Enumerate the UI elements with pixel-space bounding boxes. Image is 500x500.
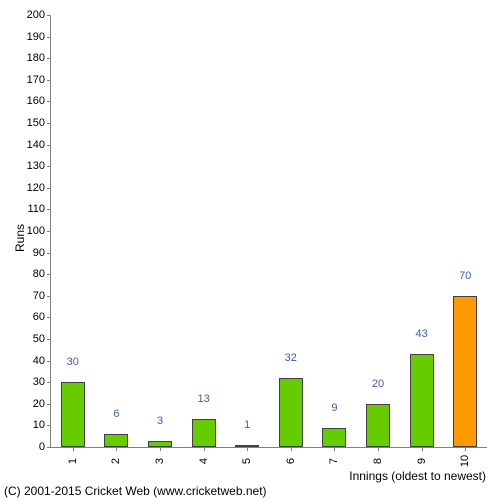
x-tick-label: 5 (241, 458, 253, 464)
bar-value-label: 70 (459, 270, 471, 282)
x-tick-label: 8 (372, 458, 384, 464)
y-tick-mark (47, 425, 51, 426)
x-tick-mark (422, 447, 423, 451)
chart-container: 0102030405060708090100110120130140150160… (0, 0, 500, 500)
x-tick-mark (378, 447, 379, 451)
bar (279, 378, 303, 447)
x-tick-label: 2 (110, 458, 122, 464)
y-tick-mark (47, 382, 51, 383)
x-tick-label: 9 (416, 458, 428, 464)
x-tick-label: 1 (67, 458, 79, 464)
y-tick-mark (47, 123, 51, 124)
copyright-text: (C) 2001-2015 Cricket Web (www.cricketwe… (4, 484, 267, 498)
bar (410, 354, 434, 447)
x-tick-mark (247, 447, 248, 451)
x-tick-label: 3 (154, 458, 166, 464)
y-tick-mark (47, 209, 51, 210)
y-tick-mark (47, 37, 51, 38)
bar-value-label: 20 (372, 378, 384, 390)
bar (322, 428, 346, 447)
y-tick-mark (47, 447, 51, 448)
bar (61, 382, 85, 447)
x-tick-mark (160, 447, 161, 451)
y-tick-mark (47, 317, 51, 318)
x-tick-mark (291, 447, 292, 451)
y-tick-mark (47, 80, 51, 81)
x-tick-label: 7 (328, 458, 340, 464)
bar-value-label: 9 (331, 402, 337, 414)
y-tick-mark (47, 58, 51, 59)
y-tick-mark (47, 404, 51, 405)
y-tick-mark (47, 274, 51, 275)
bar (104, 434, 128, 447)
y-tick-mark (47, 145, 51, 146)
x-tick-label: 6 (285, 458, 297, 464)
y-tick-mark (47, 101, 51, 102)
y-tick-mark (47, 361, 51, 362)
bar-value-label: 3 (157, 415, 163, 427)
x-axis-title: Innings (oldest to newest) (349, 469, 486, 483)
bar (453, 296, 477, 447)
bar-value-label: 6 (113, 408, 119, 420)
y-tick-mark (47, 231, 51, 232)
bar-value-label: 13 (197, 393, 209, 405)
plot-area: 0102030405060708090100110120130140150160… (50, 15, 487, 448)
x-tick-label: 4 (198, 458, 210, 464)
y-tick-mark (47, 15, 51, 16)
x-tick-mark (204, 447, 205, 451)
bar-value-label: 43 (415, 328, 427, 340)
x-tick-mark (334, 447, 335, 451)
y-axis-title: Runs (13, 224, 27, 252)
y-tick-mark (47, 166, 51, 167)
y-tick-mark (47, 188, 51, 189)
x-tick-mark (465, 447, 466, 451)
y-tick-mark (47, 339, 51, 340)
x-tick-mark (73, 447, 74, 451)
bar-value-label: 32 (285, 352, 297, 364)
bar (366, 404, 390, 447)
y-tick-mark (47, 296, 51, 297)
bar-value-label: 1 (244, 419, 250, 431)
bar (192, 419, 216, 447)
y-tick-mark (47, 253, 51, 254)
x-tick-mark (116, 447, 117, 451)
x-tick-label: 10 (459, 455, 471, 467)
bar-value-label: 30 (67, 356, 79, 368)
